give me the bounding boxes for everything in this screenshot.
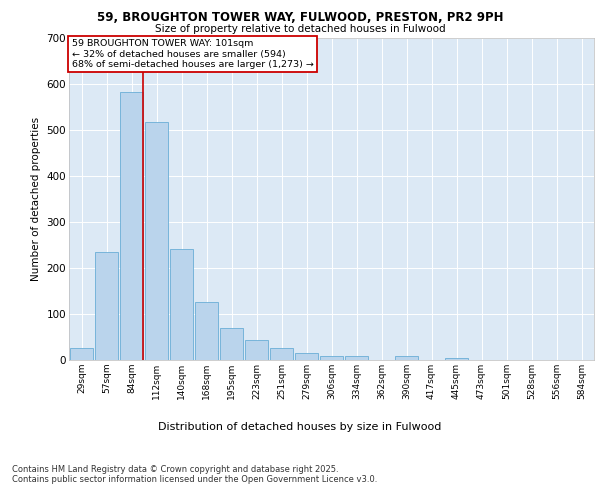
Text: Distribution of detached houses by size in Fulwood: Distribution of detached houses by size … bbox=[158, 422, 442, 432]
Text: Contains public sector information licensed under the Open Government Licence v3: Contains public sector information licen… bbox=[12, 476, 377, 484]
Bar bbox=[395, 356, 418, 360]
Text: Size of property relative to detached houses in Fulwood: Size of property relative to detached ho… bbox=[155, 24, 445, 34]
Text: Contains HM Land Registry data © Crown copyright and database right 2025.: Contains HM Land Registry data © Crown c… bbox=[12, 466, 338, 474]
Bar bbox=[270, 348, 293, 360]
Bar bbox=[320, 356, 343, 360]
Text: 59 BROUGHTON TOWER WAY: 101sqm
← 32% of detached houses are smaller (594)
68% of: 59 BROUGHTON TOWER WAY: 101sqm ← 32% of … bbox=[71, 39, 314, 69]
Bar bbox=[120, 92, 143, 360]
Bar bbox=[170, 248, 193, 360]
Bar bbox=[70, 348, 93, 360]
Bar bbox=[295, 353, 318, 360]
Bar bbox=[95, 252, 118, 360]
Bar bbox=[145, 122, 168, 360]
Bar bbox=[195, 302, 218, 360]
Y-axis label: Number of detached properties: Number of detached properties bbox=[31, 116, 41, 281]
Bar bbox=[445, 358, 468, 360]
Bar bbox=[345, 356, 368, 360]
Text: 59, BROUGHTON TOWER WAY, FULWOOD, PRESTON, PR2 9PH: 59, BROUGHTON TOWER WAY, FULWOOD, PRESTO… bbox=[97, 11, 503, 24]
Bar bbox=[245, 340, 268, 360]
Bar bbox=[220, 328, 243, 360]
